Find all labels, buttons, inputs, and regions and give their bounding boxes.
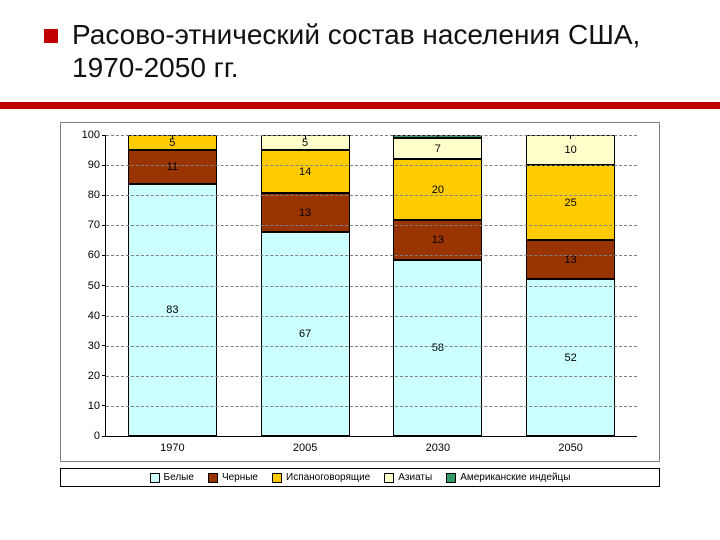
legend-item: Азиаты: [384, 472, 432, 483]
grid-line: [106, 316, 637, 317]
legend-swatch: [208, 473, 218, 483]
legend-label: Испаноговорящие: [286, 472, 370, 483]
legend: Белые Черные Испаноговорящие Азиаты Американ…: [60, 468, 660, 487]
bar-segment: 10: [526, 135, 615, 165]
xtick-mark: [305, 135, 306, 139]
bullet-icon: [44, 29, 58, 43]
ytick-label: 10: [88, 400, 106, 412]
chart-container: 831156713145581320752132510 010203040506…: [60, 122, 660, 487]
grid-line: [106, 255, 637, 256]
legend-swatch: [384, 473, 394, 483]
xtick-mark: [437, 135, 438, 139]
plot-area: 831156713145581320752132510 010203040506…: [105, 135, 637, 437]
divider: [0, 102, 720, 109]
grid-line: [106, 195, 637, 196]
bar-segment: 52: [526, 279, 615, 436]
bar-segment: 20: [393, 159, 482, 220]
ytick-label: 70: [88, 219, 106, 231]
ytick-label: 40: [88, 310, 106, 322]
bar-segment: 13: [261, 193, 350, 233]
ytick-label: 60: [88, 249, 106, 261]
ytick-label: 80: [88, 189, 106, 201]
legend-label: Черные: [222, 472, 258, 483]
title-block: Расово-этнический состав населения США, …: [44, 18, 676, 84]
grid-line: [106, 406, 637, 407]
xtick-mark: [570, 135, 571, 139]
legend-swatch: [446, 473, 456, 483]
grid-line: [106, 286, 637, 287]
grid-line: [106, 346, 637, 347]
bar-segment: 83: [128, 184, 217, 436]
xtick-label: 2050: [558, 436, 582, 454]
grid-line: [106, 225, 637, 226]
legend-item: Испаноговорящие: [272, 472, 370, 483]
slide: Расово-этнический состав населения США, …: [0, 0, 720, 540]
grid-line: [106, 135, 637, 136]
grid-line: [106, 376, 637, 377]
grid-line: [106, 165, 637, 166]
legend-label: Американские индейцы: [460, 472, 570, 483]
xtick-label: 1970: [160, 436, 184, 454]
slide-title: Расово-этнический состав населения США, …: [72, 18, 676, 84]
bar-segment: 14: [261, 150, 350, 193]
bar-segment: 7: [393, 138, 482, 159]
xtick-label: 2005: [293, 436, 317, 454]
xtick-label: 2030: [426, 436, 450, 454]
legend-swatch: [272, 473, 282, 483]
legend-swatch: [150, 473, 160, 483]
bar-segment: 11: [128, 150, 217, 183]
legend-item: Черные: [208, 472, 258, 483]
bar-segment: 13: [526, 240, 615, 279]
ytick-label: 90: [88, 159, 106, 171]
legend-item: Американские индейцы: [446, 472, 570, 483]
ytick-label: 20: [88, 370, 106, 382]
legend-label: Белые: [164, 472, 194, 483]
legend-item: Белые: [150, 472, 194, 483]
bar-segment: 25: [526, 165, 615, 240]
ytick-label: 30: [88, 340, 106, 352]
ytick-label: 0: [94, 430, 106, 442]
chart-frame: 831156713145581320752132510 010203040506…: [60, 122, 660, 462]
ytick-label: 50: [88, 280, 106, 292]
xtick-mark: [172, 135, 173, 139]
legend-label: Азиаты: [398, 472, 432, 483]
ytick-label: 100: [82, 129, 106, 141]
